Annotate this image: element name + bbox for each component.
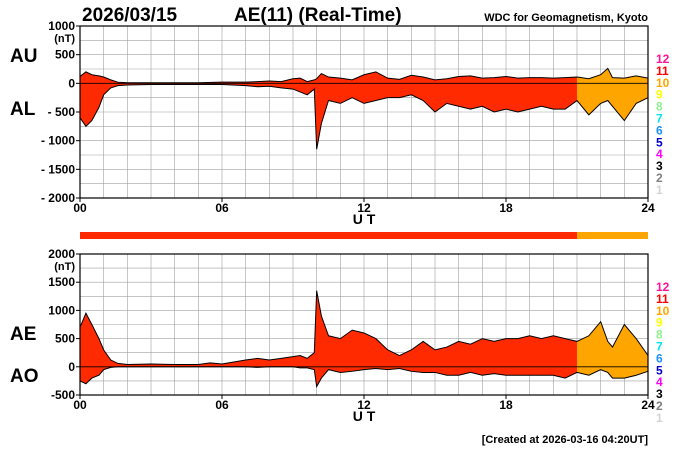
y-tick-label: - 1500 (41, 162, 75, 176)
station-scale-label: 1 (656, 183, 663, 197)
station-scale-label: 8 (656, 328, 663, 342)
station-scale-label: 11 (656, 292, 669, 306)
x-axis-label: U T (353, 211, 376, 227)
x-tick-label: 12 (357, 398, 371, 412)
station-scale-label: 4 (656, 147, 663, 161)
station-scale-label: 3 (656, 159, 663, 173)
y-tick-label: 500 (55, 48, 75, 62)
x-tick-label: 24 (641, 201, 655, 215)
y-tick-label: 500 (55, 332, 75, 346)
series-ae-line (79, 290, 649, 366)
station-scale-label: 4 (656, 375, 663, 389)
station-scale-label: 2 (656, 399, 663, 413)
index-fill-main (80, 290, 577, 387)
station-scale-label: 1 (656, 411, 663, 425)
station-scale-label: 6 (656, 351, 663, 365)
index-fill-recent (577, 68, 648, 121)
y-tick-label: - 500 (48, 105, 76, 119)
series-label-au: AU (10, 46, 37, 67)
station-scale-label: 12 (656, 52, 670, 66)
y-tick-label: 1000 (48, 19, 75, 33)
station-scale-label: 7 (656, 340, 663, 354)
series-al-line (79, 83, 649, 150)
series-au-line (79, 67, 649, 84)
station-count-bar (80, 232, 577, 239)
station-scale-label: 6 (656, 123, 663, 137)
y-tick-label: - 1000 (41, 134, 75, 148)
station-scale-label: 10 (656, 76, 670, 90)
station-scale-label: 12 (656, 280, 670, 294)
y-tick-label: 2000 (48, 247, 75, 261)
station-scale-label: 5 (656, 135, 663, 149)
source-label: WDC for Geomagnetism, Kyoto (484, 12, 648, 24)
x-tick-label: 18 (499, 201, 513, 215)
series-label-al: AL (10, 99, 36, 120)
y-unit-label: (nT) (54, 261, 75, 273)
station-scale-label: 3 (656, 387, 663, 401)
y-tick-label: -500 (51, 388, 75, 402)
station-scale-label: 8 (656, 100, 663, 114)
chart-title: AE(11) (Real-Time) (234, 5, 402, 26)
x-axis-label: U T (353, 408, 376, 424)
index-fill-recent (577, 321, 648, 379)
date-label: 2026/03/15 (82, 5, 178, 26)
y-unit-label: (nT) (54, 33, 75, 45)
x-tick-label: 06 (215, 201, 229, 215)
x-tick-label: 06 (215, 398, 229, 412)
station-scale-label: 10 (656, 304, 670, 318)
station-scale-label: 11 (656, 64, 669, 78)
x-tick-label: 18 (499, 398, 513, 412)
au-al-panel: 1000 500 0 - 500 - 1000 - 1500 - 2000 (nT) 00 06 1… (10, 19, 670, 227)
created-timestamp: [Created at 2026-03-16 04:20UT] (482, 434, 649, 446)
series-label-ae: AE (10, 324, 36, 345)
station-scale-label: 9 (656, 316, 663, 330)
y-tick-label: 0 (68, 76, 75, 90)
x-tick-label: 24 (641, 398, 655, 412)
y-tick-label: 0 (68, 360, 75, 374)
station-scale-label: 2 (656, 171, 663, 185)
station-scale-label: 5 (656, 363, 663, 377)
y-tick-label: 1000 (48, 303, 75, 317)
x-tick-label: 12 (357, 201, 371, 215)
series-label-ao: AO (10, 366, 39, 387)
station-count-bar-recent (577, 232, 648, 239)
x-tick-label: 00 (73, 201, 87, 215)
y-tick-label: - 2000 (41, 191, 75, 205)
y-tick-label: 1500 (48, 275, 75, 289)
station-scale-label: 7 (656, 112, 663, 126)
station-scale-label: 9 (656, 88, 663, 102)
index-fill-main (80, 71, 577, 150)
x-tick-label: 00 (73, 398, 87, 412)
